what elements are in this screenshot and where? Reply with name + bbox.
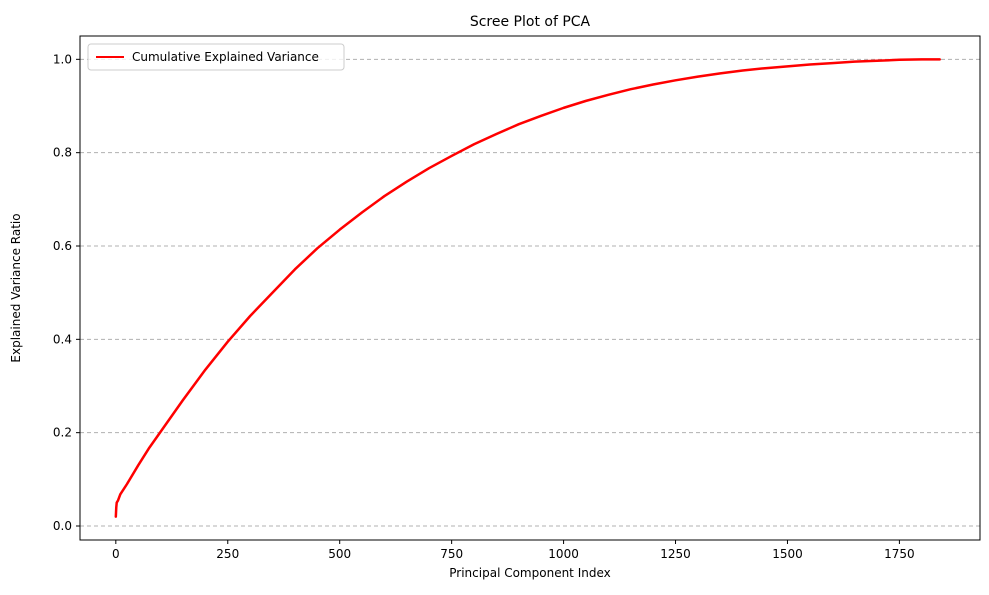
- series-layer: [114, 58, 941, 518]
- x-axis-ticks: 0 250 500 750 1000 1250 1500 1750: [112, 540, 915, 561]
- y-tick-label: 0.8: [53, 146, 72, 160]
- x-tick-label: 250: [216, 547, 239, 561]
- x-tick-label: 1000: [548, 547, 579, 561]
- y-axis-ticks: 0.0 0.2 0.4 0.6 0.8 1.0: [53, 52, 80, 533]
- plot-area-frame: [79, 35, 981, 541]
- y-tick-label: 0.2: [53, 426, 72, 440]
- x-tick-label: 0: [112, 547, 120, 561]
- x-tick-label: 1750: [884, 547, 915, 561]
- series-line-cumulative-explained-variance: [114, 58, 941, 518]
- x-tick-label: 1250: [660, 547, 691, 561]
- legend-entry-label: Cumulative Explained Variance: [132, 50, 319, 64]
- x-tick-label: 1500: [772, 547, 803, 561]
- x-axis-label: Principal Component Index: [449, 566, 610, 580]
- y-axis-label: Explained Variance Ratio: [9, 213, 23, 362]
- y-tick-label: 0.6: [53, 239, 72, 253]
- legend: Cumulative Explained Variance: [87, 43, 345, 71]
- y-tick-label: 1.0: [53, 52, 72, 66]
- y-tick-label: 0.4: [53, 332, 72, 346]
- chart-title: Scree Plot of PCA: [470, 14, 591, 30]
- x-tick-label: 500: [328, 547, 351, 561]
- x-tick-label: 750: [440, 547, 463, 561]
- y-tick-label: 0.0: [53, 519, 72, 533]
- legend-box: [87, 43, 345, 71]
